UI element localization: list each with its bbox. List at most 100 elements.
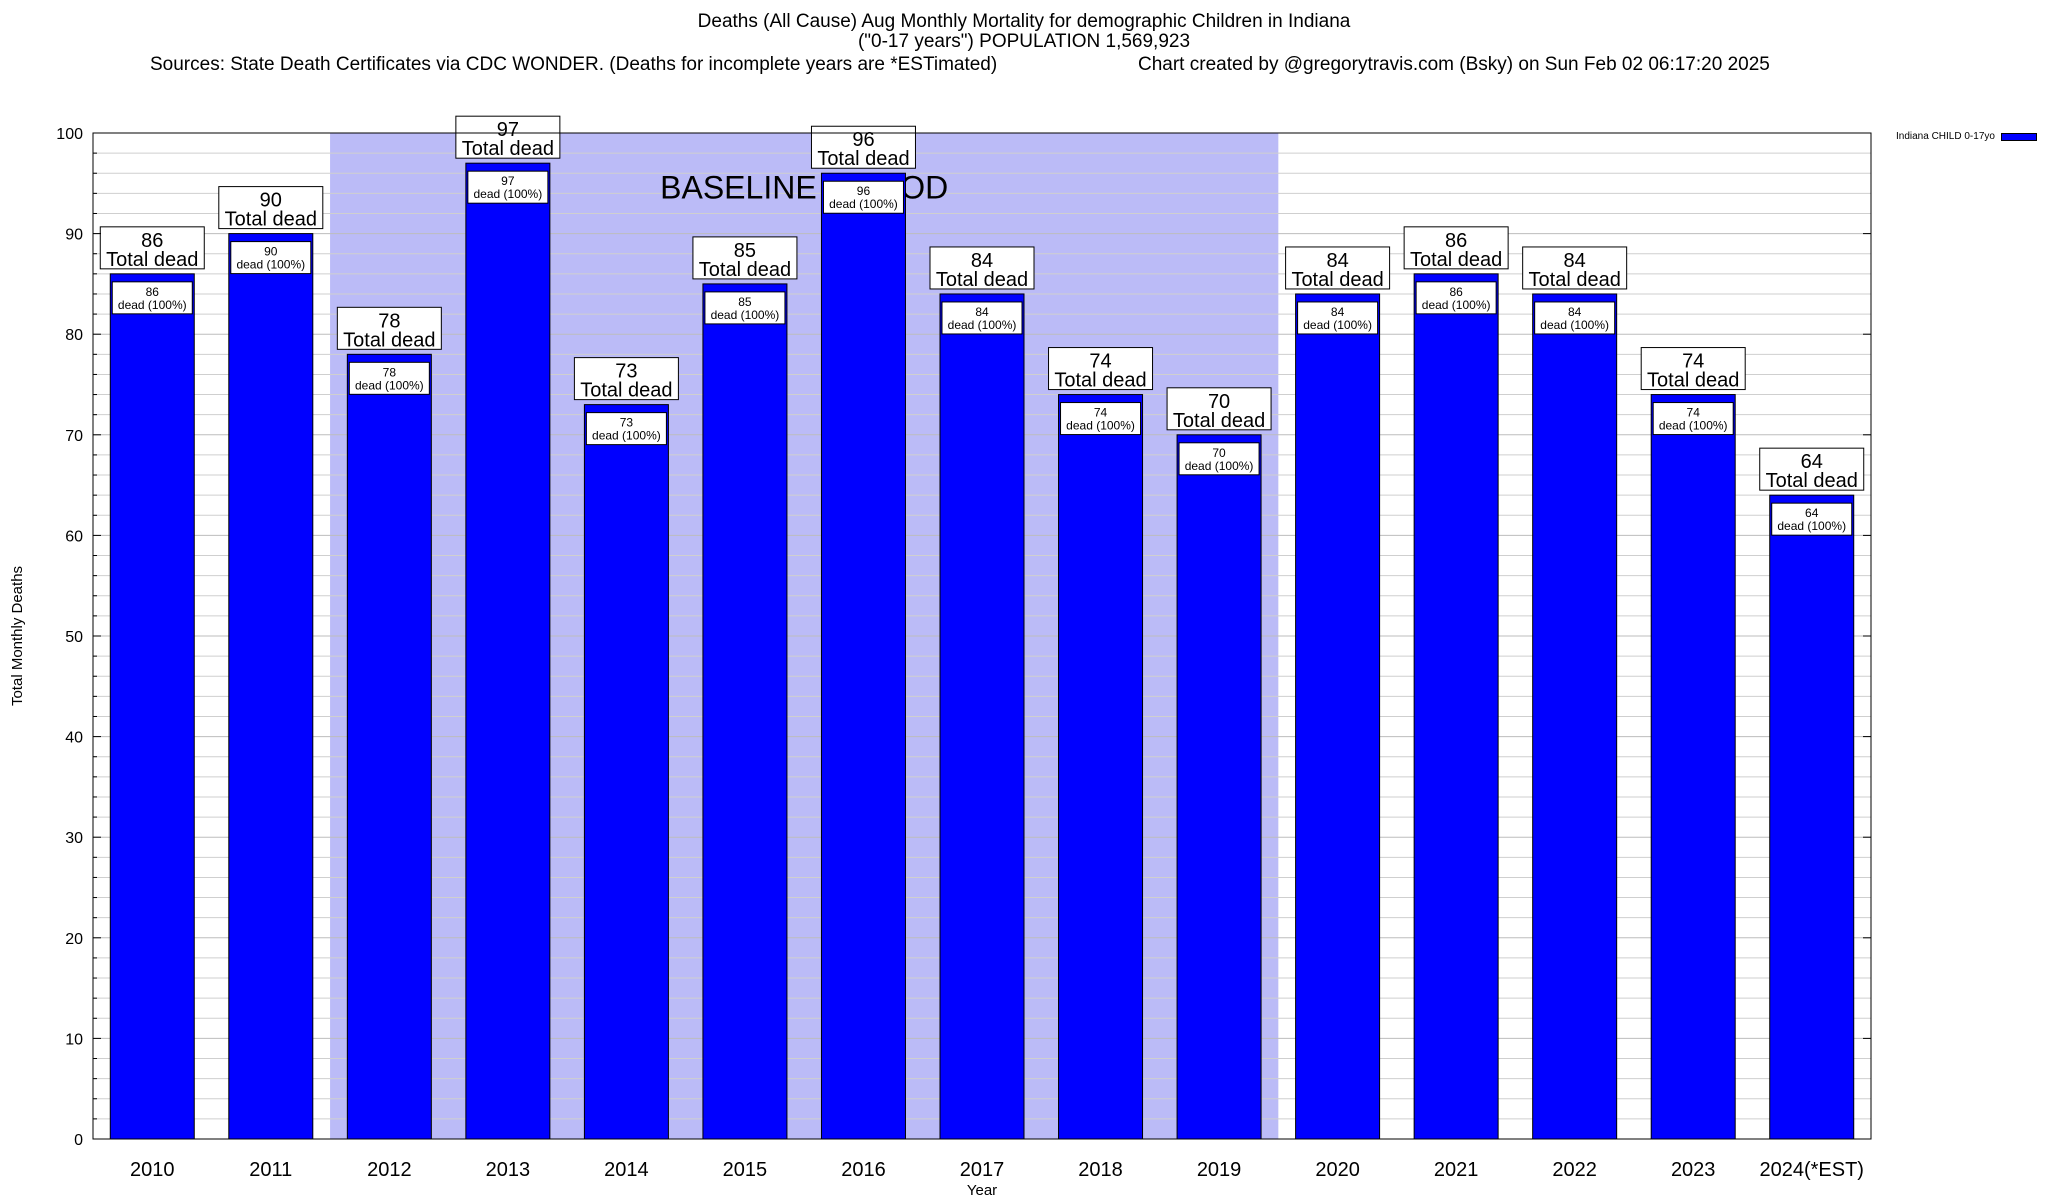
y-tick-label: 70 (65, 428, 83, 445)
bar (1176, 434, 1262, 1140)
y-tick-label: 40 (65, 730, 83, 747)
top-label-text: Total dead (1410, 249, 1502, 271)
x-axis-title: Year (967, 1182, 997, 1199)
top-label-text: Total dead (106, 249, 198, 271)
top-label-value: 90 (260, 190, 282, 212)
top-label-value: 84 (1564, 250, 1586, 272)
top-label-box (929, 246, 1035, 290)
top-label-box (1522, 246, 1628, 290)
top-label-text: Total dead (580, 380, 672, 402)
inner-label-text: dead (100%) (1659, 419, 1728, 433)
top-label-box (1759, 447, 1865, 491)
top-label-text: Total dead (1054, 370, 1146, 392)
x-tick-label: 2022 (1552, 1159, 1597, 1181)
credit-text: Chart created by @gregorytravis.com (Bsk… (1138, 54, 1770, 75)
inner-label-box (585, 412, 667, 446)
x-tick-label: 2012 (367, 1159, 412, 1181)
inner-label-box (1297, 301, 1379, 335)
inner-label-value: 86 (146, 285, 160, 299)
bar (1058, 394, 1144, 1140)
x-tick-label: 2013 (486, 1159, 531, 1181)
inner-label-box (1652, 402, 1734, 436)
inner-label-value: 64 (1805, 506, 1819, 520)
inner-label-box (348, 361, 430, 395)
top-label-box (573, 357, 679, 401)
inner-label-box (941, 301, 1023, 335)
sources-text: Sources: State Death Certificates via CD… (150, 54, 998, 75)
inner-label-value: 90 (264, 245, 278, 259)
inner-label-value: 74 (1687, 406, 1701, 420)
x-tick-label: 2017 (960, 1159, 1005, 1181)
inner-label-value: 85 (738, 295, 752, 309)
y-tick-label: 90 (65, 227, 83, 244)
inner-label-value: 73 (620, 416, 634, 430)
top-label-box (218, 186, 324, 230)
inner-label-value: 78 (383, 365, 397, 379)
legend-label: Indiana CHILD 0-17yo (1896, 131, 1995, 142)
top-label-box (1640, 347, 1746, 391)
y-tick-label: 10 (65, 1031, 83, 1048)
y-tick-label: 50 (65, 629, 83, 646)
top-label-text: Total dead (1173, 410, 1265, 432)
inner-label-text: dead (100%) (1777, 519, 1846, 533)
inner-label-text: dead (100%) (474, 187, 543, 201)
x-tick-label: 2014 (604, 1159, 649, 1181)
chart-title: Deaths (All Cause) Aug Monthly Mortality… (0, 12, 2048, 52)
x-tick-label: 2023 (1671, 1159, 1716, 1181)
top-label-value: 73 (615, 361, 637, 383)
y-tick-label: 60 (65, 528, 83, 545)
top-label-value: 85 (734, 240, 756, 262)
y-axis-title: Total Monthly Deaths (9, 566, 26, 706)
inner-label-text: dead (100%) (1303, 318, 1372, 332)
inner-label-box (230, 241, 312, 275)
legend-swatch (2000, 132, 2037, 141)
inner-label-box (1060, 402, 1142, 436)
y-tick-label: 30 (65, 830, 83, 847)
inner-label-value: 86 (1449, 285, 1463, 299)
top-label-value: 64 (1801, 451, 1823, 473)
y-tick-label: 80 (65, 327, 83, 344)
inner-label-box (1534, 301, 1616, 335)
top-label-value: 74 (1089, 351, 1111, 373)
top-label-text: Total dead (936, 269, 1028, 291)
title-line-2: ("0-17 years") POPULATION 1,569,923 (857, 31, 1191, 52)
top-label-box (1403, 226, 1509, 270)
top-label-box (455, 115, 561, 159)
top-label-text: Total dead (1766, 470, 1858, 492)
bar (939, 293, 1025, 1140)
bar (1650, 394, 1736, 1140)
inner-label-text: dead (100%) (592, 429, 661, 443)
top-label-box (336, 306, 442, 350)
inner-label-text: dead (100%) (948, 318, 1017, 332)
inner-label-box (1178, 442, 1260, 476)
top-label-value: 78 (378, 310, 400, 332)
inner-label-text: dead (100%) (1540, 318, 1609, 332)
inner-label-box (822, 180, 904, 214)
bar (583, 404, 669, 1140)
inner-label-value: 96 (857, 184, 871, 198)
inner-label-box (111, 281, 193, 315)
top-label-text: Total dead (225, 209, 317, 231)
top-label-value: 84 (971, 250, 993, 272)
x-tick-label: 2016 (841, 1159, 886, 1181)
x-tick-label: 2024(*EST) (1759, 1159, 1864, 1181)
x-tick-label: 2018 (1078, 1159, 1123, 1181)
inner-label-box (467, 170, 549, 204)
top-label-value: 70 (1208, 391, 1230, 413)
title-line-1: Deaths (All Cause) Aug Monthly Mortality… (697, 11, 1351, 32)
inner-label-value: 74 (1094, 406, 1108, 420)
bar (702, 283, 788, 1140)
x-tick-label: 2015 (723, 1159, 768, 1181)
inner-label-value: 97 (501, 174, 515, 188)
top-label-value: 86 (1445, 230, 1467, 252)
inner-label-text: dead (100%) (1422, 298, 1491, 312)
inner-label-value: 70 (1212, 446, 1226, 460)
top-label-value: 86 (141, 230, 163, 252)
inner-label-text: dead (100%) (236, 258, 305, 272)
inner-label-value: 84 (975, 305, 989, 319)
y-tick-label: 0 (74, 1132, 83, 1149)
inner-label-text: dead (100%) (711, 308, 780, 322)
top-label-text: Total dead (1291, 269, 1383, 291)
top-label-box (692, 236, 798, 280)
